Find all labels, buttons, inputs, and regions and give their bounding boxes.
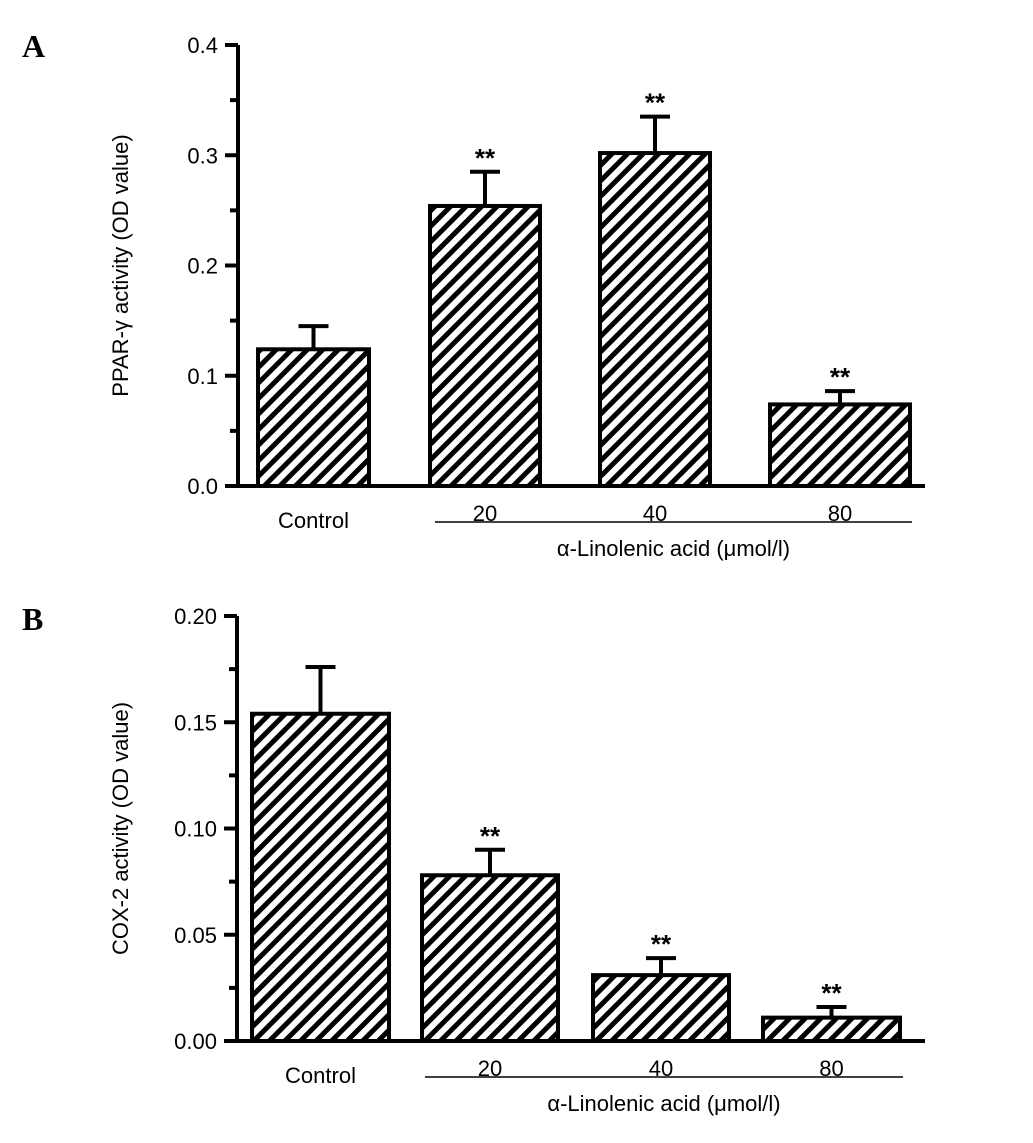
significance-marker: ** [475,143,496,173]
y-tick-label: 0.10 [174,817,217,842]
chart-panel-a: A 0.0 0.1 0.2 0.3 0.4 PPAR-γ activity (OD valu… [22,28,925,561]
bar-80 [761,1015,902,1043]
x-tick-label: Control [285,1063,356,1088]
y-tick-label: 0.15 [174,710,217,735]
bar-control [250,711,391,1043]
significance-marker: ** [651,929,672,959]
y-tick-label: 0.4 [187,33,218,58]
bar-20 [420,873,560,1043]
y-tick-label: 0.00 [174,1029,217,1054]
x-group-label: α-Linolenic acid (μmol/l) [557,536,790,561]
panel-label: B [22,601,43,637]
y-axis-label: COX-2 activity (OD value) [108,702,133,955]
bar-40 [591,973,731,1043]
y-tick-label: 0.05 [174,923,217,948]
significance-marker: ** [830,362,851,392]
bar-80 [768,402,912,489]
chart-panel-b: B 0.00 0.05 0.10 0.15 0.20 COX-2 activity (OD … [22,601,925,1116]
significance-marker: ** [645,88,666,118]
y-axis-label: PPAR-γ activity (OD value) [108,134,133,396]
y-tick-label: 0.2 [187,254,218,279]
y-tick-label: 0.1 [187,364,218,389]
x-group-label: α-Linolenic acid (μmol/l) [547,1091,780,1116]
significance-marker: ** [821,978,842,1008]
significance-marker: ** [480,821,501,851]
y-tick-label: 0.20 [174,604,217,629]
bar-control [256,347,371,489]
panel-label: A [22,28,45,64]
bar-40 [598,151,712,488]
x-tick-label: Control [278,508,349,533]
y-tick-label: 0.3 [187,143,218,168]
y-tick-label: 0.0 [187,474,218,499]
bar-20 [428,203,542,488]
